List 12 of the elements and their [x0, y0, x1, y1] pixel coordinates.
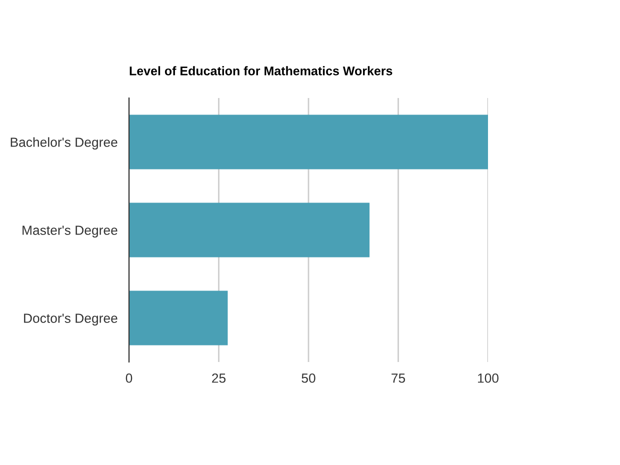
bar	[129, 114, 488, 170]
y-tick-label: Bachelor's Degree	[10, 137, 118, 150]
chart-title: Level of Education for Mathematics Workers	[130, 66, 392, 76]
x-tick-label: 100	[478, 373, 498, 383]
bar	[129, 290, 228, 346]
y-tick-label: Master's Degree	[22, 226, 118, 238]
x-tick-label: 25	[212, 373, 226, 383]
x-tick-label: 75	[392, 374, 406, 383]
y-tick-label: Doctor's Degree	[24, 314, 118, 326]
bar	[129, 202, 370, 258]
x-tick-label: 50	[302, 373, 316, 383]
x-tick-label: 0	[126, 373, 132, 383]
